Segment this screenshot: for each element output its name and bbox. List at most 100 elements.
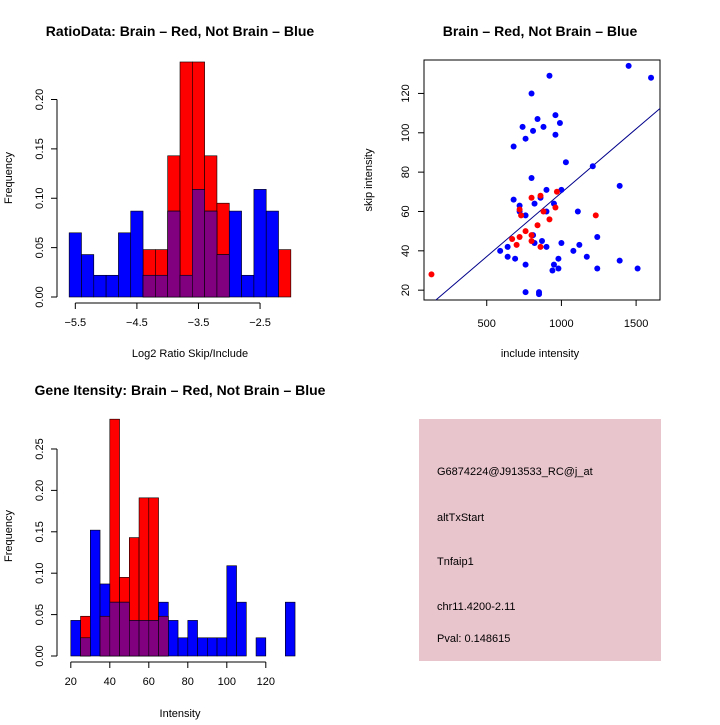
histogram-bar-overlap [129,620,140,657]
y-tick-label: 0.25 [34,438,46,459]
y-tick-label: 0.00 [34,286,46,307]
point-brain [516,206,523,213]
intensity-histogram-ylabel: Frequency [3,510,15,562]
histogram-bar-not-brain [93,274,107,298]
histogram-bar-not-brain [197,637,208,657]
point-not-brain [497,247,504,254]
y-tick-label: 0.20 [34,89,46,110]
x-tick-label: 1500 [624,318,648,330]
point-not-brain [570,247,577,254]
point-not-brain [556,119,563,126]
point-brain [592,212,599,219]
histogram-bar-not-brain [68,232,82,298]
scatter-fit-line [435,108,661,301]
point-not-brain [549,267,556,274]
histogram-bar-overlap [216,254,230,298]
x-tick-label: −4.5 [126,317,148,329]
histogram-bar-overlap [109,601,120,657]
intensity-histogram-bars [70,418,296,657]
point-not-brain [583,253,590,260]
y-tick-label: 0.15 [34,138,46,159]
histogram-bar-not-brain [228,210,242,298]
x-tick-label: 100 [218,676,236,688]
histogram-bar-not-brain [177,637,189,657]
point-not-brain [552,112,559,119]
histogram-bar-overlap [148,620,159,657]
probe-id: G6874224@J913533_RC@j_at [437,466,593,478]
point-not-brain [519,123,526,130]
x-tick-label: 80 [182,676,194,688]
point-not-brain [625,62,632,69]
point-not-brain [536,289,543,296]
ratio-histogram-axes: −5.5 −4.5 −3.5 −2.5 0.00 0.05 0.10 0.15 0.20 [34,89,271,329]
y-tick-label: 20 [400,284,412,296]
point-not-brain [634,265,641,272]
scatter-title: Brain – Red, Not Brain – Blue [443,23,638,39]
x-tick-label: 1000 [549,318,573,330]
x-tick-label: 40 [104,676,116,688]
histogram-bar-overlap [204,210,218,298]
event-type: altTxStart [437,512,484,524]
histogram-bar-not-brain [236,601,247,657]
point-not-brain [546,72,553,79]
ratio-histogram-title: RatioData: Brain – Red, Not Brain – Blue [46,23,315,39]
point-not-brain [528,175,535,182]
intensity-histogram-axes: 20 40 60 80 100 120 0.00 0.05 0.10 0.15 0.20 0.25 [34,438,275,688]
point-brain [553,188,560,195]
intensity-histogram-xlabel: Intensity [160,708,201,720]
point-not-brain [512,255,519,262]
info-panel: G6874224@J913533_RC@j_at altTxStart Tnfa… [419,419,661,661]
point-brain [513,241,520,248]
x-tick-label: 500 [478,318,496,330]
point-brain [537,192,544,199]
intensity-histogram-panel: Gene Itensity: Brain – Red, Not Brain – … [3,382,326,720]
y-tick-label: 40 [400,245,412,257]
scatter-plot-box [423,59,661,301]
ratio-histogram-bars [68,61,292,298]
point-brain [534,222,541,229]
point-not-brain [576,241,583,248]
point-not-brain [504,253,511,260]
histogram-bar-overlap [167,210,181,298]
point-not-brain [558,186,565,193]
point-not-brain [528,90,535,97]
histogram-bar-not-brain [226,565,237,657]
histogram-bar-overlap [142,274,156,298]
point-not-brain [543,186,550,193]
intensity-histogram-title: Gene Itensity: Brain – Red, Not Brain – … [35,382,326,398]
y-tick-label: 0.10 [34,188,46,209]
histogram-bar-not-brain [216,637,228,657]
x-tick-label: −2.5 [249,317,271,329]
histogram-bar-not-brain [255,637,267,657]
ratio-histogram-xlabel: Log2 Ratio Skip/Include [132,348,248,360]
point-brain [528,232,535,239]
point-brain [552,204,559,211]
point-not-brain [522,261,529,268]
point-brain [509,236,516,243]
x-tick-label: −5.5 [64,317,86,329]
histogram-bar-not-brain [130,210,144,298]
point-not-brain [648,74,655,81]
ratio-histogram-ylabel: Frequency [3,152,15,204]
histogram-bar-overlap [99,615,111,657]
chromosome-location: chr11.4200-2.11 [437,601,515,613]
regression-line [435,108,661,301]
point-not-brain [522,135,529,142]
histogram-bar-overlap [155,274,168,298]
point-not-brain [530,127,537,134]
point-not-brain [616,182,623,189]
point-not-brain [504,243,511,250]
histogram-bar-overlap [179,274,193,298]
histogram-bar-brain [179,61,193,298]
histogram-bar-not-brain [81,254,95,298]
y-tick-label: 80 [400,166,412,178]
point-brain [537,243,544,250]
histogram-bar-not-brain [90,529,101,657]
histogram-bar-overlap [138,620,150,657]
point-not-brain [531,200,538,207]
x-tick-label: 60 [143,676,155,688]
point-not-brain [594,265,601,272]
point-not-brain [616,257,623,264]
point-not-brain [543,243,550,250]
histogram-bar-not-brain [265,210,279,298]
